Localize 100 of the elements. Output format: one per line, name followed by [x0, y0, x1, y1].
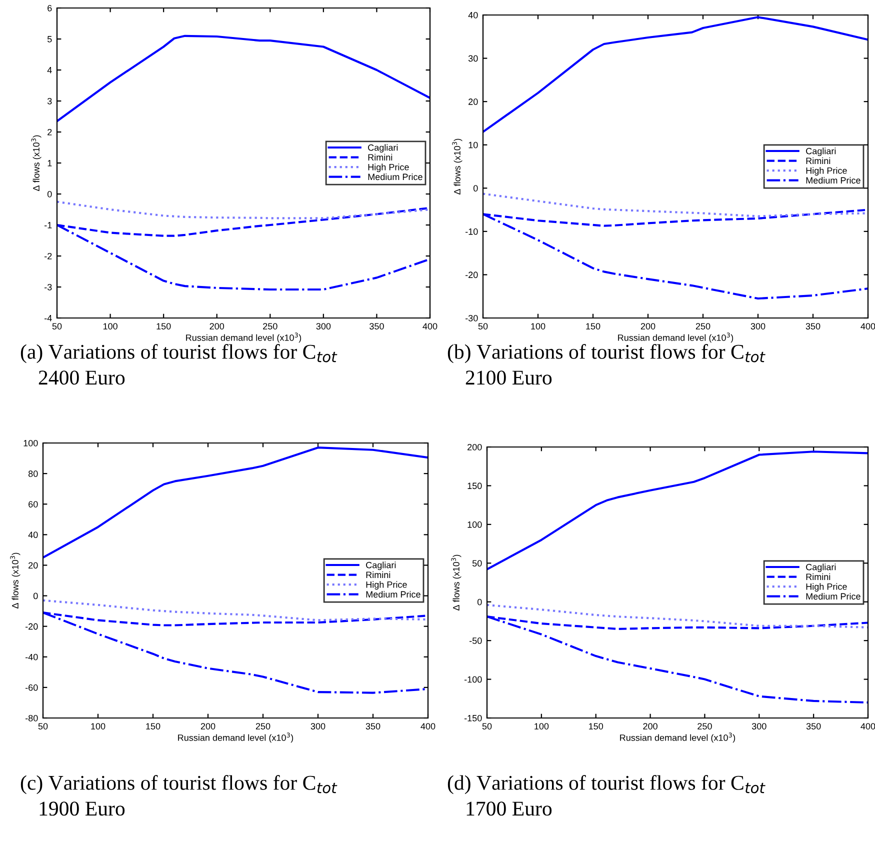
- legend-label: Cagliari: [806, 148, 836, 156]
- line-series: [57, 200, 430, 220]
- y-axis-title: Δ flows (x10$^{3}$): [31, 135, 42, 192]
- legend-label: Cagliari: [368, 144, 398, 153]
- legend-label: Rimini: [806, 157, 830, 164]
- text: (d) Variations of tourist flows for C$_{tot}$: [448, 775, 766, 794]
- text: 1900 Euro: [40, 802, 125, 816]
- y-tick-label: 6: [48, 4, 52, 12]
- y-axis-title: Δ flows (x10$^{3}$): [452, 138, 462, 195]
- y-tick-label: 30: [468, 55, 478, 62]
- y-tick-label: 0: [47, 190, 52, 198]
- y-tick-label: -1: [44, 222, 52, 228]
- x-tick-label: 300: [750, 323, 766, 330]
- x-tick-label: 200: [640, 323, 656, 330]
- x-tick-label: 200: [643, 723, 658, 730]
- x-tick-label: 300: [752, 723, 766, 730]
- x-tick-label: 100: [91, 723, 106, 730]
- x-tick-label: 350: [806, 323, 820, 330]
- x-tick-label: 250: [263, 323, 278, 330]
- y-tick-label: -80: [25, 714, 38, 722]
- x-tick-label: 100: [531, 323, 546, 330]
- legend-label: Cagliari: [806, 564, 836, 572]
- y-tick-label: 0: [477, 598, 482, 606]
- y-tick-label: 0: [473, 185, 478, 192]
- y-tick-label: 5: [47, 36, 52, 42]
- x-tick-label: 400: [420, 723, 436, 730]
- y-tick-label: -50: [469, 638, 482, 644]
- legend-label: Rimini: [368, 154, 392, 160]
- x-tick-label: 50: [482, 723, 492, 730]
- y-tick-label: -30: [465, 314, 478, 322]
- y-tick-label: -20: [465, 272, 478, 278]
- legend-label: High Price: [806, 167, 847, 176]
- legend-label: Medium Price: [806, 592, 860, 600]
- legend-label: High Price: [368, 164, 409, 172]
- y-tick-label: 20: [28, 562, 38, 569]
- y-tick-label: 0: [33, 592, 38, 600]
- y-tick-label: 80: [28, 470, 38, 477]
- legend-label: Medium Price: [806, 176, 860, 184]
- line-series: [43, 599, 428, 622]
- y-tick-label: 100: [468, 521, 482, 528]
- y-tick-label: 200: [468, 444, 482, 450]
- x-tick-label: 50: [478, 323, 488, 330]
- y-tick-label: -100: [464, 676, 482, 683]
- legend-label: Medium Price: [368, 173, 422, 180]
- x-axis-title: Russian demand level (x10$^{3}$): [618, 332, 734, 343]
- x-tick-label: 150: [156, 323, 171, 330]
- y-tick-label: -10: [465, 228, 478, 235]
- y-tick-label: -20: [25, 623, 38, 630]
- y-tick-label: 60: [28, 501, 38, 508]
- x-tick-label: 150: [589, 723, 604, 730]
- y-tick-label: 10: [468, 142, 478, 148]
- x-tick-label: 50: [38, 723, 48, 730]
- y-tick-label: -3: [44, 284, 52, 290]
- x-tick-label: 200: [200, 723, 216, 730]
- x-tick-label: 350: [366, 723, 380, 730]
- y-tick-label: -150: [464, 714, 482, 722]
- x-tick-label: 250: [698, 723, 712, 730]
- y-tick-label: 1: [48, 160, 52, 166]
- legend-label: Rimini: [366, 571, 390, 578]
- line-series: [483, 192, 868, 218]
- x-tick-label: 400: [860, 723, 875, 730]
- text: 2400 Euro: [38, 370, 125, 385]
- y-tick-label: 2: [48, 128, 52, 136]
- y-tick-label: 40: [468, 12, 478, 18]
- y-tick-label: -2: [44, 252, 52, 260]
- x-tick-label: 350: [806, 723, 821, 730]
- text: (a) Variations of tourist flows for C$_{tot}$: [20, 344, 338, 364]
- x-tick-label: 350: [370, 323, 384, 330]
- legend-label: Rimini: [806, 573, 830, 580]
- x-tick-label: 200: [210, 323, 224, 330]
- text: 1700 Euro: [466, 802, 552, 816]
- y-tick-label: 3: [47, 98, 52, 104]
- legend-label: Cagliari: [366, 562, 396, 570]
- text: 2100 Euro: [466, 370, 552, 385]
- legend-label: High Price: [806, 583, 847, 592]
- text: (b) Variations of tourist flows for C$_{tot}$: [448, 344, 766, 364]
- x-tick-label: 250: [256, 723, 270, 730]
- x-tick-label: 50: [52, 323, 62, 330]
- y-tick-label: 4: [47, 67, 52, 74]
- y-axis-title: Δ flows (x10$^{3}$): [10, 552, 20, 609]
- x-tick-label: 100: [103, 323, 118, 330]
- x-tick-label: 400: [422, 323, 438, 330]
- x-tick-label: 150: [146, 723, 160, 730]
- y-tick-label: 50: [472, 560, 482, 567]
- text: (c) Variations of tourist flows for C$_{tot}$: [20, 775, 338, 794]
- legend-label: High Price: [366, 581, 407, 590]
- y-tick-label: -40: [25, 654, 38, 660]
- x-axis-title: Russian demand level (x10$^{3}$): [186, 332, 302, 343]
- x-tick-label: 100: [534, 723, 549, 730]
- x-tick-label: 400: [860, 323, 875, 330]
- x-axis-title: Russian demand level (x10$^{3}$): [178, 732, 294, 743]
- x-tick-label: 250: [696, 323, 710, 330]
- line-series: [57, 34, 430, 122]
- y-axis-title: Δ flows (x10$^{3}$): [451, 554, 462, 611]
- y-tick-label: 20: [468, 98, 478, 105]
- y-tick-label: 40: [28, 532, 38, 538]
- y-tick-label: -4: [44, 315, 52, 322]
- x-tick-label: 300: [316, 323, 331, 330]
- y-tick-label: 100: [24, 440, 38, 446]
- y-tick-label: 150: [468, 482, 482, 490]
